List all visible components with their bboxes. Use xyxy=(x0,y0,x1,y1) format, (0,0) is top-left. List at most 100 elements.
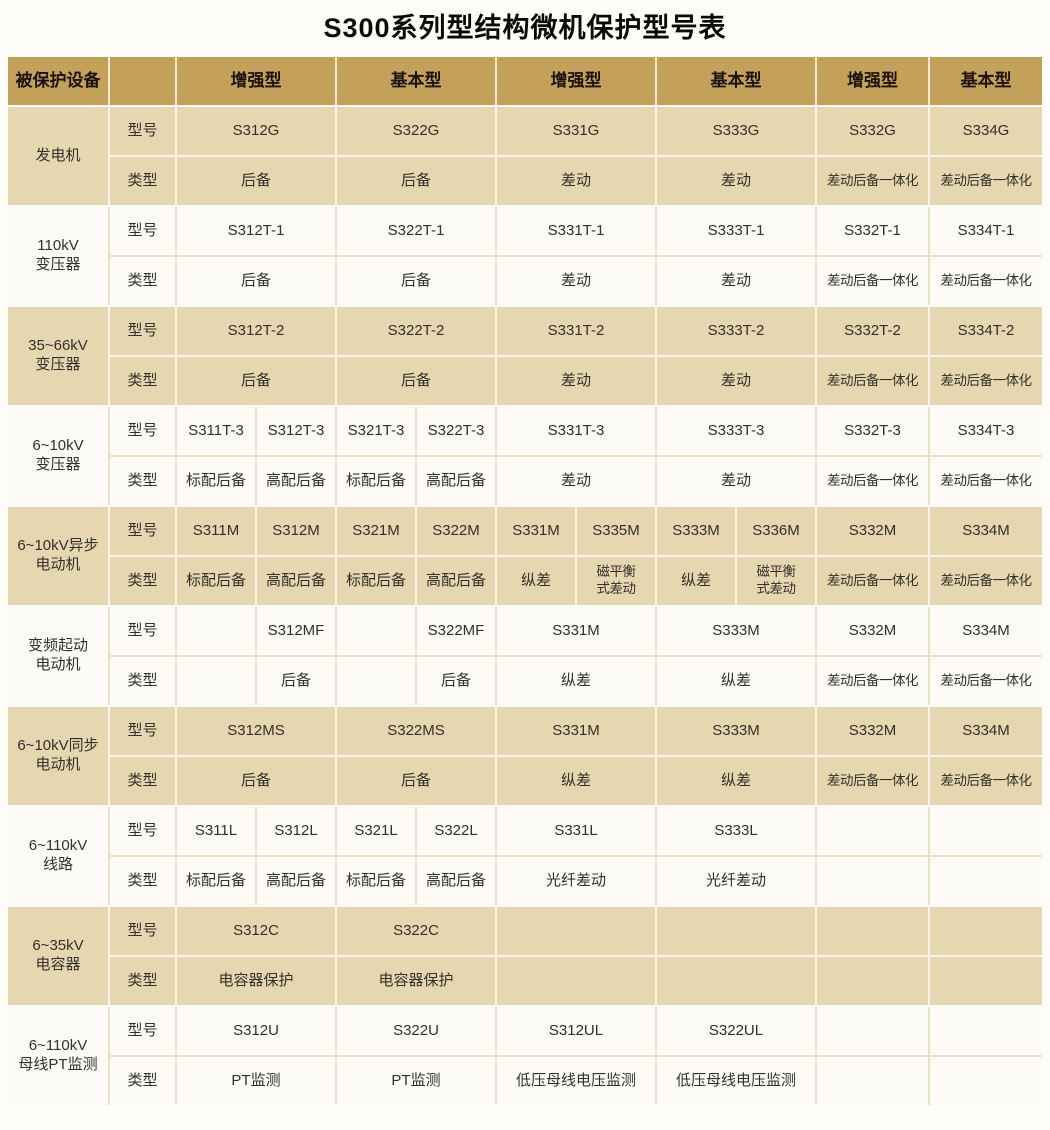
model-cell xyxy=(817,907,928,955)
model-cell: S322MF xyxy=(417,607,495,655)
row-label-model: 型号 xyxy=(110,907,175,955)
type-cell: 差动后备一体化 xyxy=(817,357,928,405)
type-cell xyxy=(657,957,815,1005)
row-label-model: 型号 xyxy=(110,1007,175,1055)
type-cell: 电容器保护 xyxy=(337,957,495,1005)
page-title: S300系列型结构微机保护型号表 xyxy=(323,13,727,43)
model-cell: S334M xyxy=(930,707,1042,755)
type-cell: 差动后备一体化 xyxy=(930,557,1042,605)
row-label-type: 类型 xyxy=(110,557,175,605)
model-cell: S332T-2 xyxy=(817,307,928,355)
type-cell: PT监测 xyxy=(337,1057,495,1105)
type-cell: 后备 xyxy=(177,257,335,305)
type-cell: 高配后备 xyxy=(257,457,335,505)
model-cell: S322M xyxy=(417,507,495,555)
type-cell xyxy=(930,857,1042,905)
model-cell: S331M xyxy=(497,607,655,655)
row-label-type: 类型 xyxy=(110,257,175,305)
type-cell: 差动后备一体化 xyxy=(817,757,928,805)
row-label-type: 类型 xyxy=(110,1057,175,1105)
device-cell: 6~110kV 母线PT监测 xyxy=(8,1007,108,1105)
header-section-3: 增强型 xyxy=(497,57,655,105)
row-label-model: 型号 xyxy=(110,307,175,355)
row-label-type: 类型 xyxy=(110,657,175,705)
type-cell: 磁平衡 式差动 xyxy=(577,557,655,605)
type-cell xyxy=(497,957,655,1005)
type-cell: 纵差 xyxy=(497,757,655,805)
model-cell: S335M xyxy=(577,507,655,555)
row-label-model: 型号 xyxy=(110,407,175,455)
model-cell: S312T-2 xyxy=(177,307,335,355)
model-cell: S322T-2 xyxy=(337,307,495,355)
type-cell: 差动 xyxy=(497,157,655,205)
model-cell: S312T-1 xyxy=(177,207,335,255)
device-cell: 6~110kV 线路 xyxy=(8,807,108,905)
type-cell: 后备 xyxy=(177,357,335,405)
device-group: 35~66kV 变压器 型号 类型 S312T-2 S322T-2 S331T-2 S333… xyxy=(8,307,1042,405)
type-cell: 差动后备一体化 xyxy=(817,157,928,205)
model-cell: S332G xyxy=(817,107,928,155)
model-cell: S312T-3 xyxy=(257,407,335,455)
type-cell xyxy=(177,657,255,705)
type-cell: 标配后备 xyxy=(177,857,255,905)
type-cell: 后备 xyxy=(417,657,495,705)
model-cell: S331M xyxy=(497,507,575,555)
type-cell: 后备 xyxy=(337,357,495,405)
header-spacer xyxy=(110,57,175,105)
model-cell xyxy=(930,807,1042,855)
type-cell: 差动 xyxy=(497,257,655,305)
row-label-model: 型号 xyxy=(110,107,175,155)
model-cell: S311L xyxy=(177,807,255,855)
model-cell xyxy=(930,1007,1042,1055)
model-cell: S332M xyxy=(817,507,928,555)
type-cell: 高配后备 xyxy=(417,857,495,905)
type-cell: 纵差 xyxy=(657,657,815,705)
device-cell: 110kV 变压器 xyxy=(8,207,108,305)
type-cell: 高配后备 xyxy=(417,457,495,505)
device-cell: 6~10kV同步 电动机 xyxy=(8,707,108,805)
model-cell xyxy=(817,807,928,855)
model-cell xyxy=(337,607,415,655)
type-cell: 后备 xyxy=(337,757,495,805)
type-cell: 差动 xyxy=(497,457,655,505)
type-cell: PT监测 xyxy=(177,1057,335,1105)
device-group: 6~110kV 线路 型号 类型 S311L S312L S321L S322L S331L S… xyxy=(8,807,1042,905)
row-label-model: 型号 xyxy=(110,707,175,755)
type-cell: 光纤差动 xyxy=(497,857,655,905)
model-cell: S332T-3 xyxy=(817,407,928,455)
model-cell: S331T-1 xyxy=(497,207,655,255)
model-cell: S322G xyxy=(337,107,495,155)
type-cell: 后备 xyxy=(337,157,495,205)
type-cell: 纵差 xyxy=(657,557,735,605)
type-cell: 差动 xyxy=(657,357,815,405)
type-cell: 差动后备一体化 xyxy=(930,257,1042,305)
model-cell: S333G xyxy=(657,107,815,155)
type-cell: 高配后备 xyxy=(257,857,335,905)
model-cell: S334M xyxy=(930,507,1042,555)
device-cell: 35~66kV 变压器 xyxy=(8,307,108,405)
model-cell: S332T-1 xyxy=(817,207,928,255)
model-cell: S334G xyxy=(930,107,1042,155)
model-cell: S333T-2 xyxy=(657,307,815,355)
model-cell: S322T-3 xyxy=(417,407,495,455)
type-cell xyxy=(930,1057,1042,1105)
header-section-6: 基本型 xyxy=(930,57,1042,105)
device-group: 6~10kV异步 电动机 型号 类型 S311M S312M S321M S322M S331… xyxy=(8,507,1042,605)
model-cell xyxy=(497,907,655,955)
model-cell: S322T-1 xyxy=(337,207,495,255)
type-cell: 后备 xyxy=(257,657,335,705)
model-cell xyxy=(817,1007,928,1055)
model-cell: S333T-1 xyxy=(657,207,815,255)
type-cell: 差动后备一体化 xyxy=(930,157,1042,205)
device-group: 6~10kV同步 电动机 型号 类型 S312MS S322MS S331M S333M S3… xyxy=(8,707,1042,805)
type-cell: 标配后备 xyxy=(337,457,415,505)
model-cell: S312UL xyxy=(497,1007,655,1055)
type-cell: 差动 xyxy=(657,257,815,305)
model-cell: S312C xyxy=(177,907,335,955)
model-cell: S334T-2 xyxy=(930,307,1042,355)
type-cell: 标配后备 xyxy=(177,457,255,505)
header-section-2: 基本型 xyxy=(337,57,495,105)
model-cell: S322UL xyxy=(657,1007,815,1055)
row-label-type: 类型 xyxy=(110,457,175,505)
model-cell: S332M xyxy=(817,607,928,655)
